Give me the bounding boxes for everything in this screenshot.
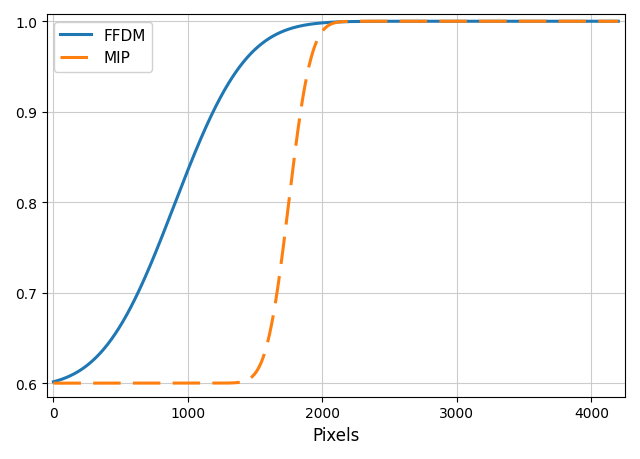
FFDM [613,19,621,25]
MIP [428,19,435,25]
FFDM [417,19,424,25]
MIP [471,19,479,25]
FFDM [614,19,622,25]
FFDM [152,249,160,255]
FFDM [514,19,522,25]
MIP [614,19,622,25]
MIP [388,19,396,25]
X-axis label: Pixels: Pixels [312,426,360,444]
Legend: FFDM, MIP: FFDM, MIP [54,22,152,73]
MIP [514,19,522,25]
MIP [152,381,160,386]
FFDM [266,37,273,42]
Line: MIP: MIP [54,22,618,383]
MIP [266,333,273,338]
Line: FFDM: FFDM [54,22,618,382]
MIP [50,381,58,386]
FFDM [388,19,396,25]
FFDM [50,379,58,385]
MIP [417,19,424,25]
FFDM [471,19,479,25]
